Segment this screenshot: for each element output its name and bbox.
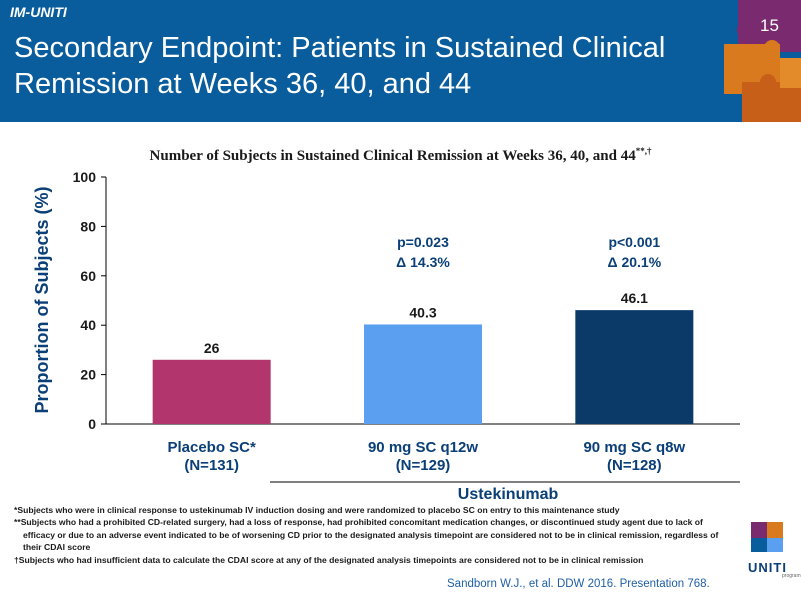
chart-title: Number of Subjects in Sustained Clinical…: [0, 146, 801, 165]
footnote-placebo: *Subjects who were in clinical response …: [14, 505, 620, 515]
y-axis-label: Proportion of Subjects (%): [32, 186, 52, 413]
chart-title-text: Number of Subjects in Sustained Clinical…: [149, 148, 636, 164]
data-label-2: 40.3: [409, 304, 436, 320]
category-n-1: (N=131): [184, 457, 239, 474]
footnote-remission-definition: **Subjects who had a prohibited CD-relat…: [14, 517, 719, 553]
bar-3: [575, 310, 694, 424]
page-title: Secondary Endpoint: Patients in Sustaine…: [14, 32, 666, 100]
data-label-3: 46.1: [621, 290, 648, 306]
logo-subtext: program: [782, 573, 801, 579]
y-tick-label: 0: [88, 416, 96, 432]
delta-annotation-2: Δ 20.1%: [608, 254, 662, 270]
footnote-insufficient-data: †Subjects who had insufficient data to c…: [14, 554, 644, 565]
y-tick-label: 100: [73, 169, 97, 185]
data-label-1: 26: [204, 340, 220, 356]
y-tick-label: 80: [80, 218, 96, 234]
bar-1: [152, 359, 271, 424]
study-tag: IM-UNITI: [10, 4, 67, 20]
p-value-annotation-2: p<0.001: [608, 234, 660, 250]
category-n-3: (N=128): [607, 457, 662, 474]
category-label-1: Placebo SC*: [167, 439, 256, 456]
slide-number: 15: [760, 16, 779, 35]
bar-2: [364, 324, 482, 424]
y-tick-label: 20: [80, 367, 96, 383]
chart-title-superscript: **,†: [635, 146, 652, 156]
p-value-annotation-1: p=0.023: [397, 234, 449, 250]
y-tick-label: 60: [80, 268, 96, 284]
y-tick-label: 40: [80, 317, 96, 333]
header-bar: [0, 0, 801, 122]
uniti-logo-icon: [751, 522, 783, 552]
delta-annotation-1: Δ 14.3%: [396, 254, 450, 270]
category-label-2: 90 mg SC q12w: [368, 439, 478, 456]
puzzle-graphic-icon: [724, 0, 801, 122]
category-n-2: (N=129): [396, 457, 451, 474]
group-label: Ustekinumab: [458, 486, 559, 503]
citation: Sandborn W.J., et al. DDW 2016. Presenta…: [447, 578, 710, 590]
footnotes: *Subjects who were in clinical response …: [14, 504, 734, 566]
logo-text: UNITI: [748, 560, 787, 575]
category-label-3: 90 mg SC q8w: [583, 439, 685, 456]
